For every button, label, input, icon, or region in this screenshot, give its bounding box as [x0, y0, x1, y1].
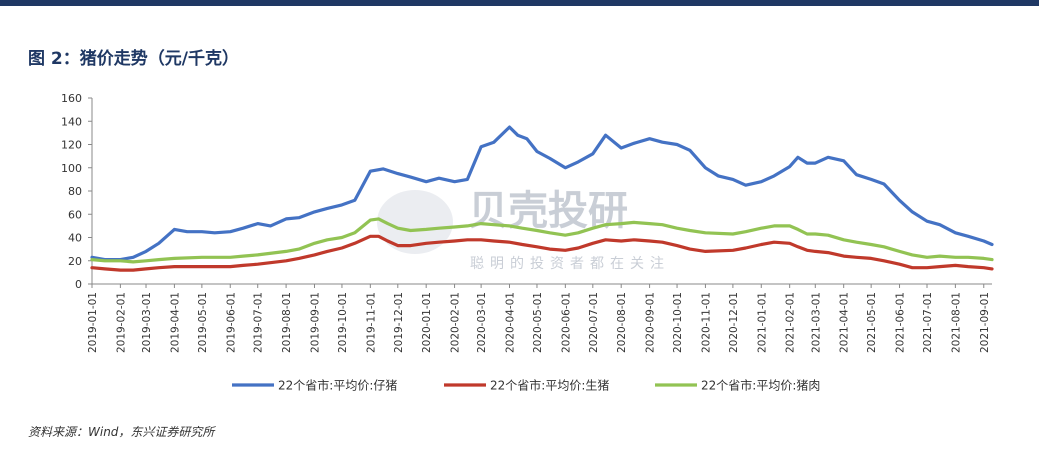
x-tick-label: 2019-05-01: [197, 292, 209, 353]
y-tick-label: 160: [61, 92, 82, 105]
x-tick-label: 2020-08-01: [616, 292, 628, 353]
y-tick-label: 0: [75, 278, 82, 291]
x-tick-label: 2020-09-01: [645, 292, 657, 353]
watermark-logo: [377, 190, 453, 254]
x-tick-label: 2021-06-01: [895, 292, 907, 353]
x-tick-label: 2020-11-01: [700, 292, 712, 353]
x-tick-label: 2020-07-01: [588, 292, 600, 353]
x-tick-label: 2020-04-01: [504, 292, 516, 353]
x-tick-label: 2020-01-01: [421, 292, 433, 353]
x-tick-label: 2019-10-01: [337, 292, 349, 353]
header-bar: [0, 0, 1039, 6]
x-tick-label: 2019-04-01: [169, 292, 181, 353]
x-tick-label: 2019-07-01: [253, 292, 265, 353]
series-line-2: [90, 234, 994, 272]
x-tick-label: 2019-12-01: [393, 292, 405, 353]
x-tick-label: 2019-03-01: [141, 292, 153, 353]
x-tick-label: 2020-05-01: [532, 292, 544, 353]
legend-label-3: 22个省市:平均价:猪肉: [701, 378, 820, 393]
x-tick-label: 2020-12-01: [728, 292, 740, 353]
x-tick-label: 2021-08-01: [950, 292, 962, 353]
y-tick-label: 120: [61, 139, 82, 152]
x-tick-label: 2020-10-01: [672, 292, 684, 353]
x-tick-label: 2020-02-01: [450, 292, 462, 353]
legend: 22个省市:平均价:仔猪 22个省市:平均价:生猪 22个省市:平均价:猪肉: [232, 378, 820, 393]
watermark-sub-text: 聪明的投资者都在关注: [470, 256, 670, 272]
x-tick-label: 2021-07-01: [922, 292, 934, 353]
series-line-3: [90, 217, 994, 264]
x-tick-label: 2021-09-01: [979, 292, 991, 353]
legend-label-1: 22个省市:平均价:仔猪: [278, 378, 397, 393]
watermark-main-text: 贝壳投研: [468, 188, 628, 234]
x-tick-label: 2021-01-01: [756, 292, 768, 353]
x-tick-label: 2021-02-01: [785, 292, 797, 353]
x-tick-label: 2020-03-01: [476, 292, 488, 353]
y-tick-label: 60: [68, 208, 82, 221]
x-tick-label: 2019-01-01: [87, 292, 99, 353]
source-note: 资料来源：Wind，东兴证券研究所: [28, 425, 215, 439]
axes: 0 20 40 60 80 100 120 140 160 2019-01-01 2019-02-0…: [61, 92, 992, 353]
x-tick-label: 2021-03-01: [810, 292, 822, 353]
y-tick-label: 40: [68, 232, 82, 245]
figure-title: 图 2：猪价走势（元/千克）: [28, 49, 239, 69]
series-layer: [90, 125, 994, 272]
x-tick-label: 2021-05-01: [866, 292, 878, 353]
y-tick-label: 100: [61, 162, 82, 175]
x-tick-label: 2019-02-01: [115, 292, 127, 353]
y-tick-label: 80: [68, 185, 82, 198]
legend-label-2: 22个省市:平均价:生猪: [490, 378, 609, 393]
y-tick-label: 20: [68, 255, 82, 268]
x-tick-label: 2019-06-01: [225, 292, 237, 353]
y-tick-label: 140: [61, 115, 82, 128]
x-tick-label: 2019-08-01: [281, 292, 293, 353]
x-tick-label: 2019-09-01: [309, 292, 321, 353]
series-line-1: [90, 125, 994, 262]
x-tick-label: 2019-11-01: [365, 292, 377, 353]
x-tick-label: 2021-04-01: [839, 292, 851, 353]
x-tick-label: 2020-06-01: [560, 292, 572, 353]
